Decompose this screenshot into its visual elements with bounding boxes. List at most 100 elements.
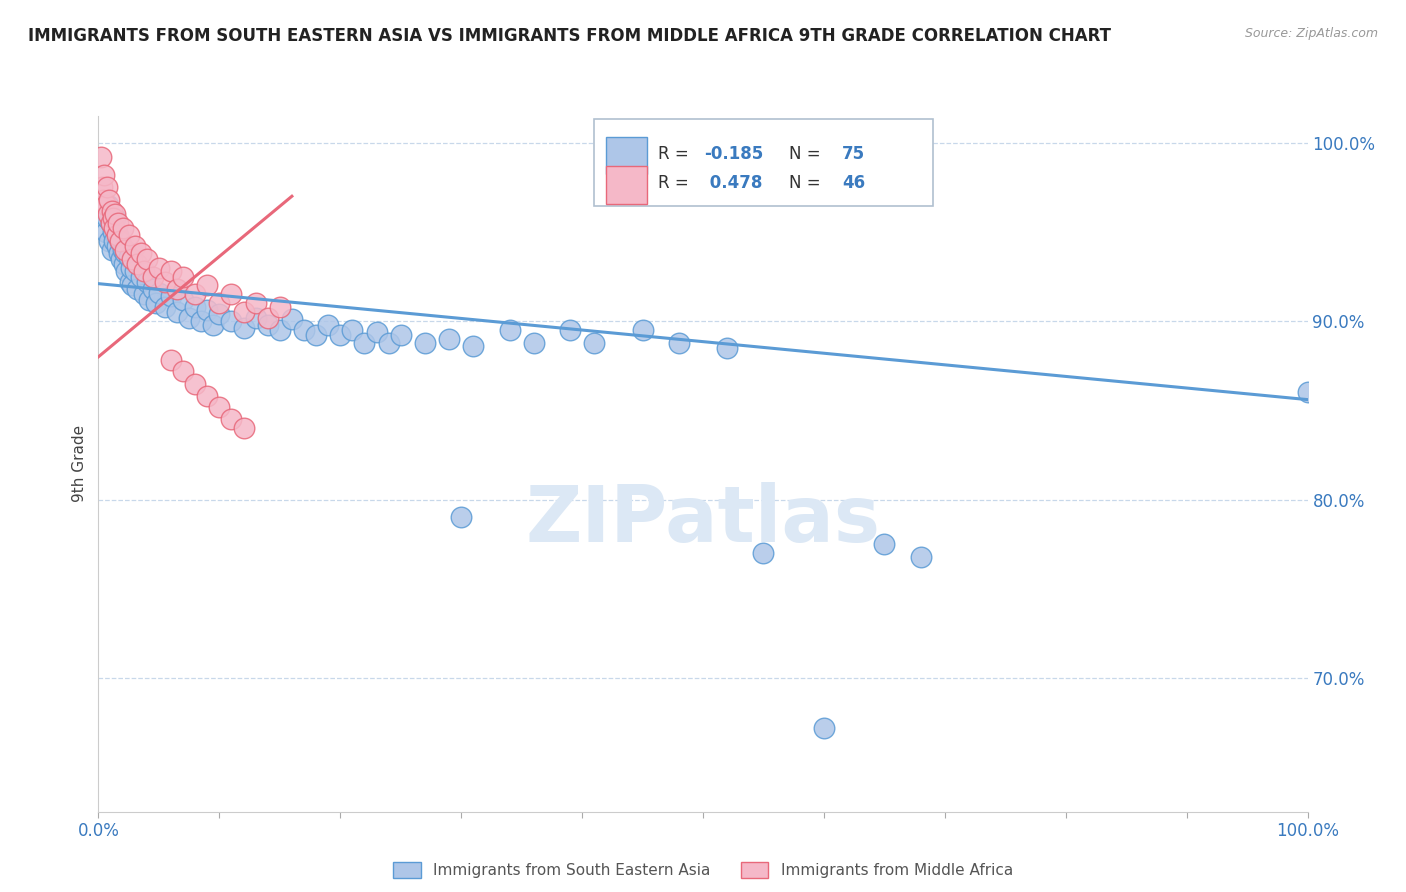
Point [94,225,117,239]
Text: Source: ZipAtlas.com: Source: ZipAtlas.com [1244,27,1378,40]
Text: N =: N = [789,175,825,193]
Legend: Immigrants from South Eastern Asia, Immigrants from Middle Africa: Immigrants from South Eastern Asia, Immi… [387,856,1019,884]
Text: ZIPatlas: ZIPatlas [526,482,880,558]
Point [208,307,231,321]
Point [148,285,170,300]
Point [118,275,141,289]
Point [232,321,254,335]
Point [221,287,243,301]
Point [316,318,339,332]
Point [172,269,194,284]
Point [103,234,125,248]
Point [873,537,896,551]
Point [97,198,120,212]
Point [142,269,165,284]
Point [124,264,146,278]
Point [184,300,207,314]
Point [342,323,364,337]
Point [195,389,218,403]
Point [813,721,835,735]
Point [98,234,121,248]
Point [97,207,120,221]
Point [115,264,138,278]
Point [558,323,581,337]
Point [292,323,315,337]
Point [100,203,122,218]
Text: 75: 75 [842,145,865,163]
Text: 0.478: 0.478 [704,175,762,193]
Point [103,221,125,235]
Point [463,339,485,353]
Point [269,300,291,314]
Point [716,341,738,355]
Point [98,193,121,207]
Point [96,211,118,225]
Point [104,207,127,221]
Point [127,257,149,271]
Point [184,287,207,301]
Point [269,323,291,337]
Point [190,314,212,328]
Point [93,207,115,221]
Point [195,303,218,318]
Point [166,305,188,319]
Text: IMMIGRANTS FROM SOUTH EASTERN ASIA VS IMMIGRANTS FROM MIDDLE AFRICA 9TH GRADE CO: IMMIGRANTS FROM SOUTH EASTERN ASIA VS IM… [28,27,1111,45]
Point [172,293,194,307]
Point [221,412,243,426]
Point [142,282,165,296]
Point [127,282,149,296]
Point [208,296,231,310]
Y-axis label: 9th Grade: 9th Grade [72,425,87,502]
Point [114,246,136,260]
Point [108,234,131,248]
Point [377,335,399,350]
Point [166,282,188,296]
Point [353,335,375,350]
Point [256,310,278,325]
Point [305,328,328,343]
Point [583,335,606,350]
Point [114,243,136,257]
Text: N =: N = [789,145,825,163]
Point [121,252,143,266]
Point [91,193,114,207]
Point [498,323,520,337]
Point [145,296,167,310]
Point [631,323,654,337]
Point [100,243,122,257]
FancyBboxPatch shape [606,136,647,175]
Point [184,376,207,391]
Text: 46: 46 [842,175,865,193]
Point [100,216,122,230]
Point [177,310,201,325]
Point [910,549,932,564]
Point [104,211,127,225]
Point [221,314,243,328]
Point [245,310,267,325]
Point [135,275,157,289]
Point [153,275,176,289]
Point [523,335,546,350]
Point [124,239,146,253]
Point [118,250,141,264]
Point [281,312,304,326]
Point [329,328,352,343]
Text: R =: R = [658,145,695,163]
Point [135,252,157,266]
Point [208,400,231,414]
Point [245,296,267,310]
Point [668,335,690,350]
Point [105,239,128,253]
Point [108,246,131,260]
Point [153,300,176,314]
Point [389,328,412,343]
Point [107,216,129,230]
Point [105,228,128,243]
Point [90,150,112,164]
Point [111,221,134,235]
Point [202,318,225,332]
Point [148,260,170,275]
Point [195,278,218,293]
Point [91,180,114,194]
FancyBboxPatch shape [595,120,932,206]
